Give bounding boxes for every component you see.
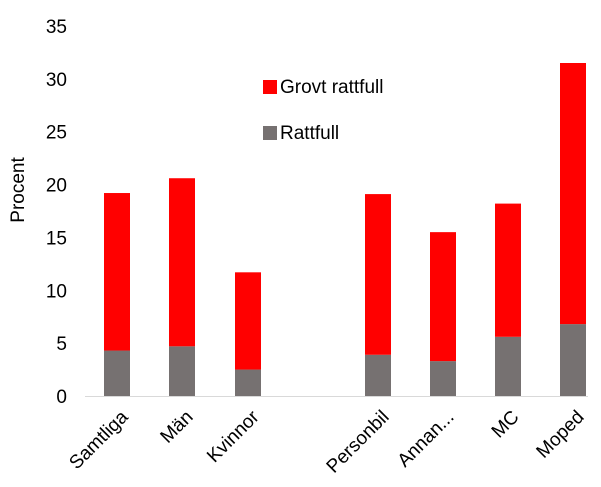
bar-segment-rattfull (495, 336, 521, 396)
y-tick-label: 5 (56, 334, 67, 355)
y-tick-label: 30 (46, 70, 67, 91)
legend-label: Grovt rattfull (280, 77, 383, 98)
x-tick-label: Kvinnor (203, 406, 264, 467)
y-tick-label: 0 (56, 387, 67, 408)
bar-segment-grovt-rattfull (495, 203, 521, 337)
x-tick-label: Samtliga (65, 406, 132, 473)
y-tick-label: 20 (46, 176, 67, 197)
bar-segment-rattfull (430, 361, 456, 396)
bar-segment-grovt-rattfull (235, 272, 261, 370)
bar-segment-rattfull (365, 354, 391, 396)
y-tick-label: 10 (46, 281, 67, 302)
legend-swatch (263, 80, 277, 94)
bar-segment-rattfull (169, 346, 195, 396)
x-tick-label: MC (488, 407, 524, 443)
bar-segment-grovt-rattfull (169, 178, 195, 347)
bar-segment-grovt-rattfull (430, 232, 456, 362)
legend-swatch (263, 126, 277, 140)
bar-segment-rattfull (104, 350, 130, 396)
y-axis-label: Procent (8, 157, 29, 223)
y-axis-ticks: 0 5 10 15 20 25 30 35 (46, 17, 67, 408)
bar-segment-rattfull (235, 369, 261, 396)
x-tick-label: Personbil (323, 407, 394, 478)
x-tick-label: Män (157, 407, 198, 448)
bars (104, 63, 586, 396)
legend: Grovt rattfull Rattfull (263, 77, 383, 144)
x-tick-label: Moped (533, 407, 589, 463)
x-axis-ticks: Samtliga Män Kvinnor Personbil Annan... MC Mop… (65, 406, 588, 477)
y-tick-label: 35 (46, 17, 67, 38)
bar-segment-grovt-rattfull (560, 63, 586, 325)
bar-segment-grovt-rattfull (365, 194, 391, 355)
legend-label: Rattfull (280, 123, 339, 144)
bar-segment-grovt-rattfull (104, 193, 130, 351)
bar-segment-rattfull (560, 324, 586, 396)
y-tick-label: 25 (46, 123, 67, 144)
y-tick-label: 15 (46, 228, 67, 249)
x-tick-label: Annan... (394, 407, 459, 472)
